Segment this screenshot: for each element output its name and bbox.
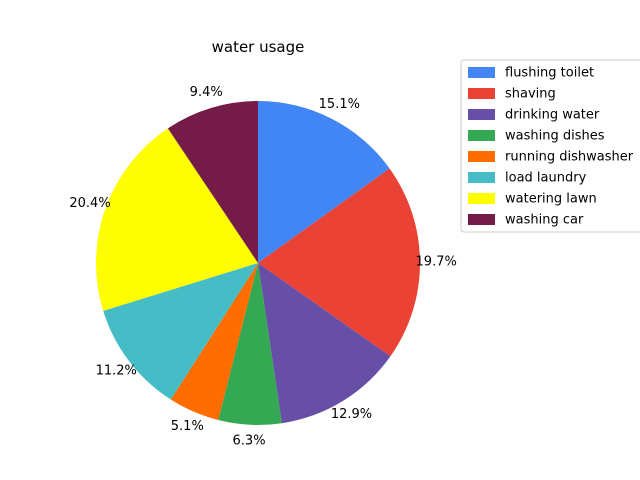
slice-flushing-toilet [258, 101, 390, 263]
legend-label-load-laundry: load laundry [505, 171, 587, 186]
slice-load-laundry [103, 263, 259, 400]
legend-swatch-washing-dishes [468, 130, 495, 141]
legend-label-running-dishwasher: running dishwasher [505, 150, 634, 165]
legend-entry-washing-dishes: washing dishes [468, 129, 605, 144]
legend-swatch-flushing-toilet [468, 67, 495, 78]
legend-entry-load-laundry: load laundry [468, 171, 587, 186]
percent-label-shaving: 19.7% [416, 255, 457, 270]
legend-swatch-running-dishwasher [468, 151, 495, 162]
legend-swatch-washing-car [468, 214, 495, 225]
legend-label-watering-lawn: watering lawn [505, 192, 597, 207]
legend-entry-drinking-water: drinking water [468, 108, 600, 123]
legend-label-flushing-toilet: flushing toilet [505, 66, 594, 81]
pie-slices [95, 101, 421, 425]
legend-entry-washing-car: washing car [468, 213, 584, 228]
percent-label-washing-car: 9.4% [190, 85, 223, 100]
slice-watering-lawn [95, 128, 258, 311]
legend-swatch-load-laundry [468, 172, 495, 183]
slice-running-dishwasher [170, 263, 258, 421]
legend-entry-watering-lawn: watering lawn [468, 192, 597, 207]
percent-label-flushing-toilet: 15.1% [319, 97, 360, 112]
percent-label-drinking-water: 12.9% [331, 407, 372, 422]
legend-label-drinking-water: drinking water [505, 108, 600, 123]
legend-label-washing-dishes: washing dishes [505, 129, 605, 144]
legend-swatch-watering-lawn [468, 193, 495, 204]
slice-washing-car [167, 101, 258, 263]
percent-label-running-dishwasher: 5.1% [171, 419, 204, 434]
legend-swatch-shaving [468, 88, 495, 99]
legend-entry-flushing-toilet: flushing toilet [468, 66, 594, 81]
legend-frame [460, 59, 640, 233]
percent-label-washing-dishes: 6.3% [233, 433, 266, 448]
legend-entry-running-dishwasher: running dishwasher [468, 150, 634, 165]
percent-labels: 15.1% 19.7% 12.9% 6.3% 5.1% 11.2% 20.4% 9.4% [69, 85, 456, 448]
legend-swatch-drinking-water [468, 109, 495, 120]
percent-label-load-laundry: 11.2% [96, 364, 137, 379]
percent-label-watering-lawn: 20.4% [69, 196, 110, 211]
legend: flushing toilet shaving drinking water wash… [460, 59, 640, 233]
legend-entry-shaving: shaving [468, 87, 556, 102]
chart-title: water usage [212, 38, 305, 56]
legend-label-shaving: shaving [505, 87, 556, 102]
slice-shaving [258, 168, 421, 357]
legend-label-washing-car: washing car [505, 213, 584, 228]
slice-washing-dishes [218, 263, 282, 425]
slice-drinking-water [258, 263, 391, 424]
